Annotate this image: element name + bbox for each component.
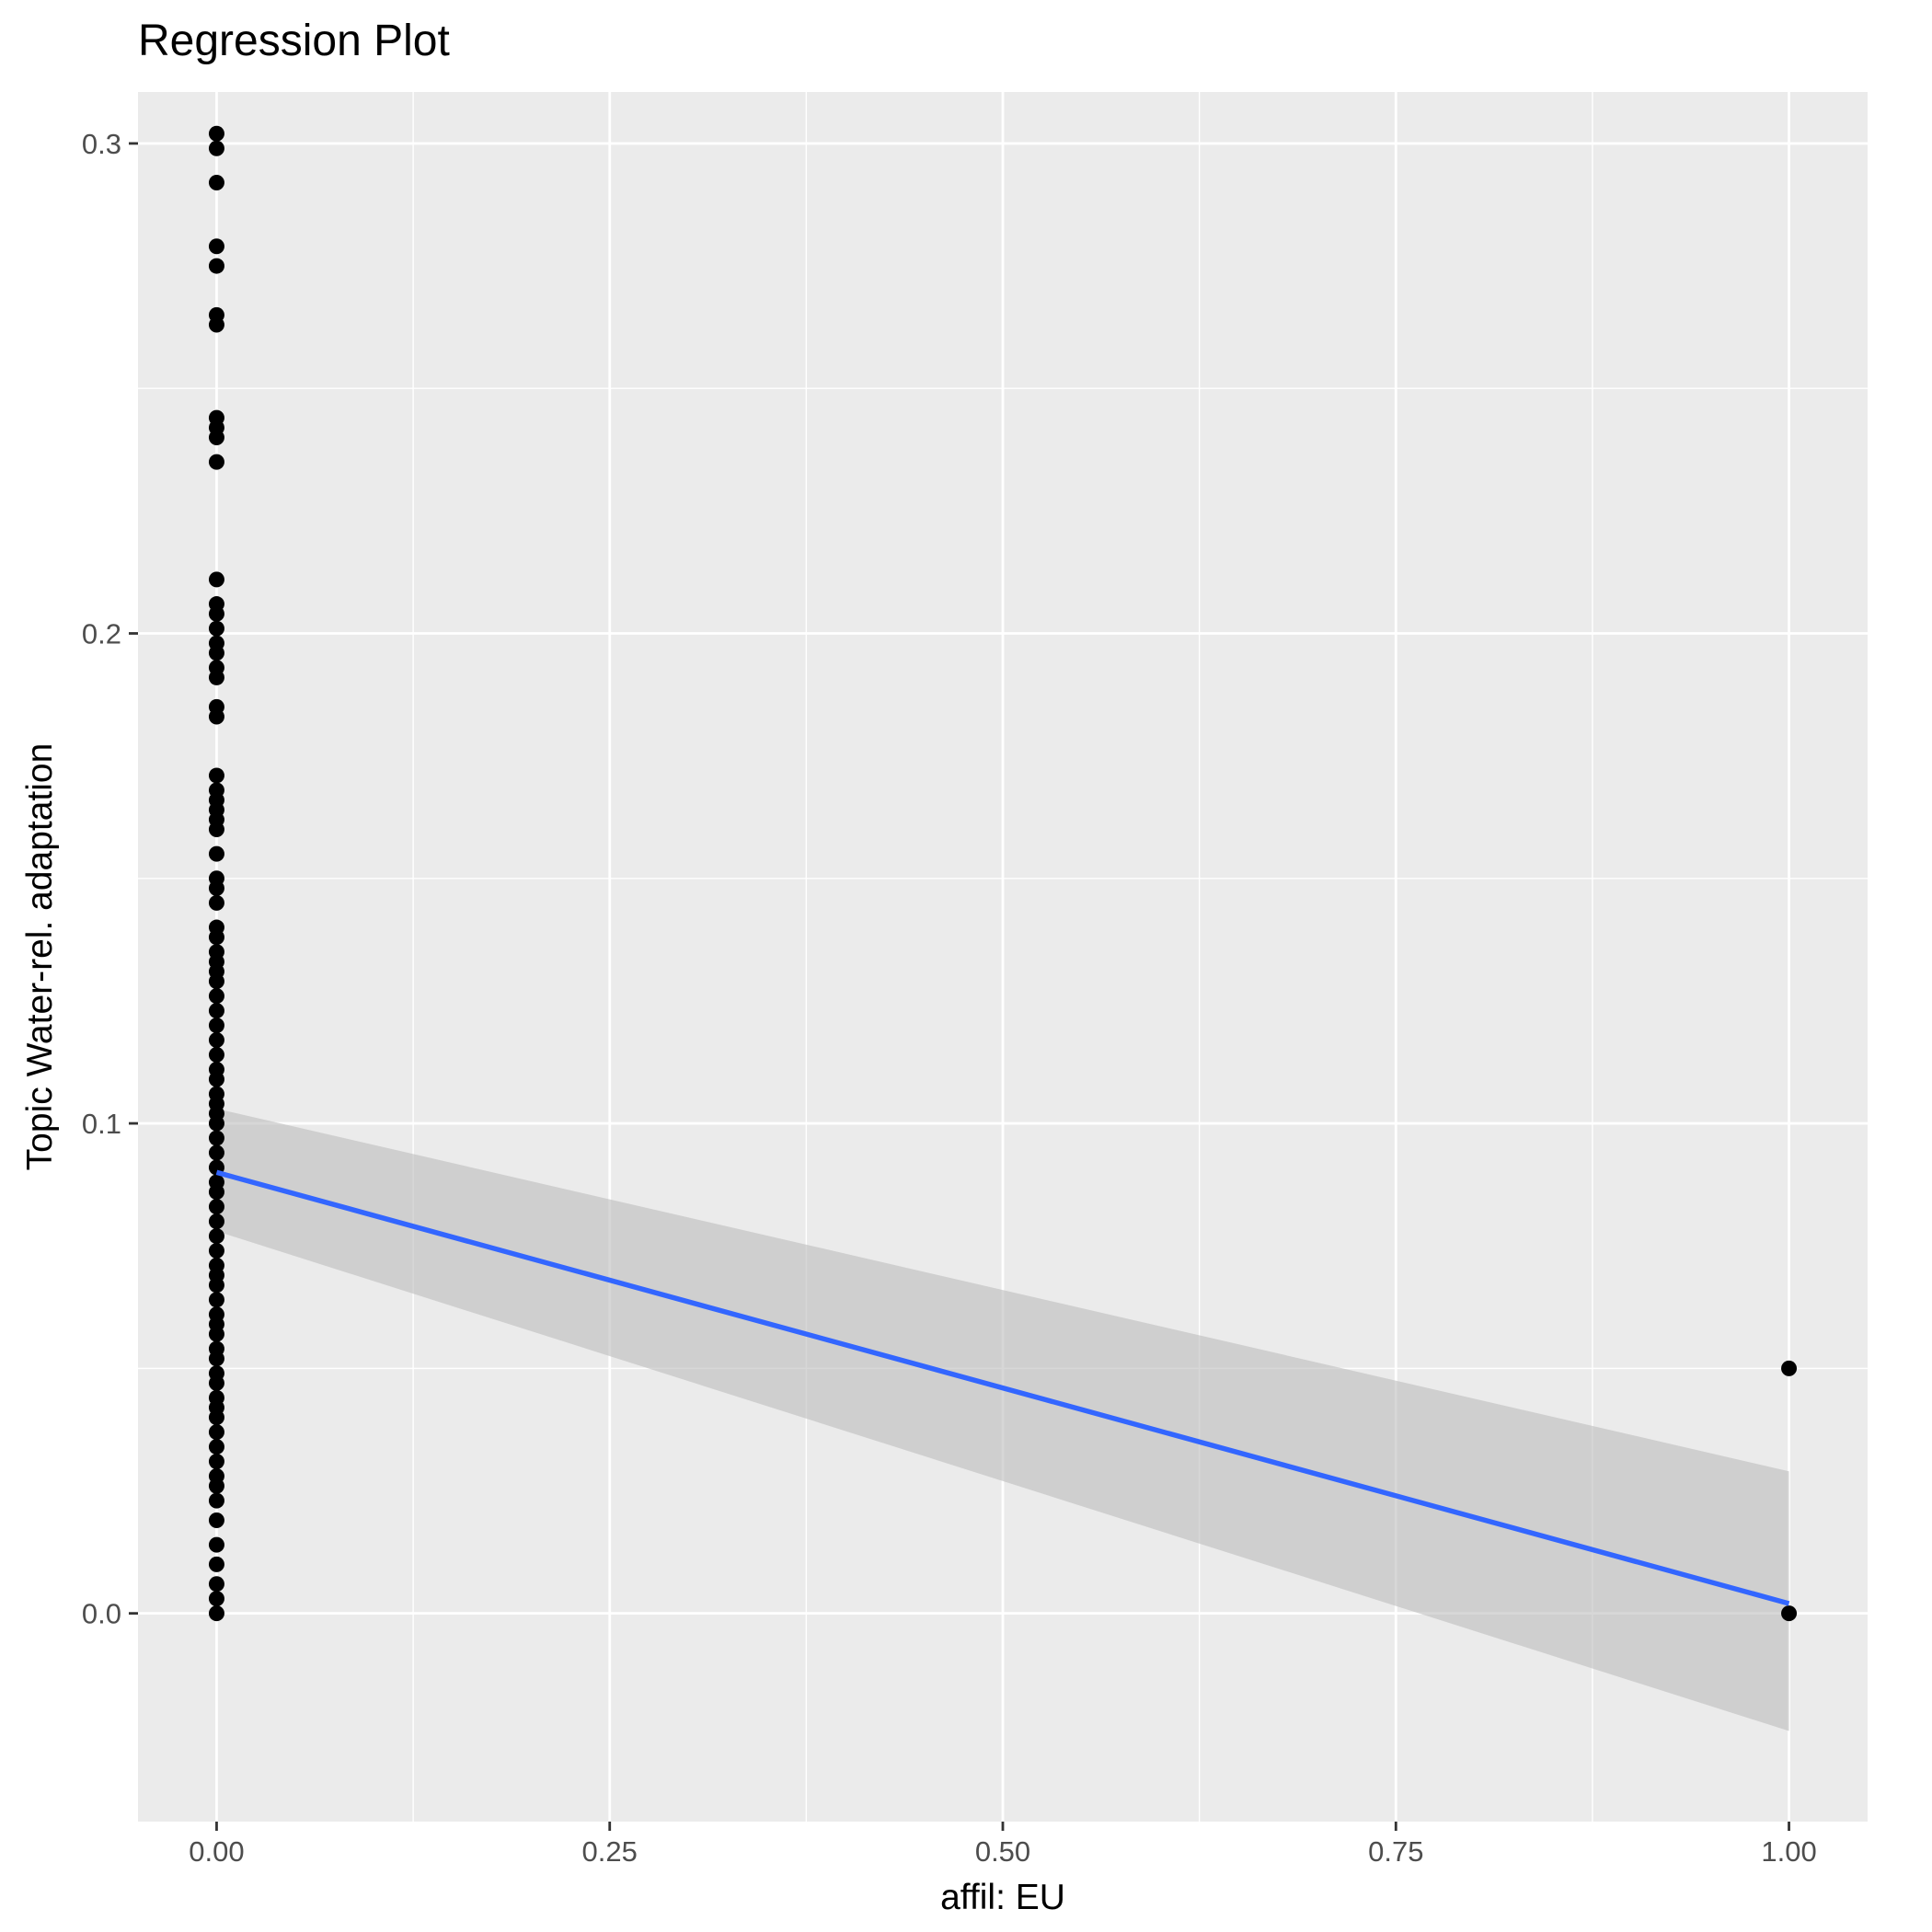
x-tick-label: 0.00	[189, 1835, 244, 1868]
data-point	[208, 1492, 224, 1509]
data-point	[208, 605, 224, 622]
x-tick-label: 0.75	[1368, 1835, 1423, 1868]
x-axis-ticks: 0.00 0.25 0.50 0.75 1.00	[189, 1822, 1817, 1868]
data-point	[208, 1326, 224, 1342]
data-point	[208, 1454, 224, 1470]
data-point	[208, 1536, 224, 1553]
data-point	[208, 1439, 224, 1455]
y-tick-label: 0.2	[82, 617, 121, 650]
data-point	[208, 1292, 224, 1308]
data-point	[208, 1424, 224, 1441]
data-point	[208, 571, 224, 588]
data-point	[208, 1512, 224, 1528]
data-point	[208, 258, 224, 274]
y-tick-label: 0.1	[82, 1108, 121, 1140]
data-point	[208, 429, 224, 445]
data-point	[208, 238, 224, 255]
data-point	[208, 1003, 224, 1019]
y-axis-title: Topic Water-rel. adaptation	[20, 743, 60, 1171]
data-point	[1781, 1605, 1798, 1622]
data-point	[1781, 1360, 1798, 1376]
x-axis-title: affil: EU	[940, 1878, 1065, 1917]
data-point	[208, 845, 224, 862]
data-point	[208, 1018, 224, 1034]
data-point	[208, 454, 224, 470]
data-point	[208, 1071, 224, 1087]
data-point	[208, 125, 224, 142]
data-point	[208, 1591, 224, 1607]
confidence-band	[216, 1109, 1789, 1731]
y-axis-ticks: 0.0 0.1 0.2 0.3	[82, 128, 138, 1630]
chart-title: Regression Plot	[138, 17, 450, 65]
data-point	[208, 1243, 224, 1259]
data-point	[208, 1576, 224, 1593]
y-tick-label: 0.3	[82, 128, 121, 160]
data-point	[208, 1374, 224, 1391]
data-point	[208, 316, 224, 333]
data-point	[208, 1351, 224, 1367]
regression-line	[215, 1169, 1790, 1606]
data-point	[208, 1047, 224, 1064]
x-tick-label: 0.50	[975, 1835, 1030, 1868]
data-point	[208, 988, 224, 1005]
data-point	[208, 1277, 224, 1294]
data-point	[208, 1144, 224, 1161]
data-point	[208, 1199, 224, 1215]
data-point	[208, 929, 224, 946]
data-point	[208, 1478, 224, 1494]
data-point	[208, 1184, 224, 1201]
data-points	[208, 125, 1798, 1622]
data-point	[208, 880, 224, 896]
data-point	[208, 140, 224, 156]
y-tick-label: 0.0	[82, 1598, 121, 1630]
data-point	[208, 1605, 224, 1622]
x-tick-label: 0.25	[582, 1835, 638, 1868]
data-point	[208, 1115, 224, 1132]
data-point	[208, 1130, 224, 1146]
data-point	[208, 1556, 224, 1572]
data-point	[208, 175, 224, 191]
data-point	[208, 669, 224, 685]
data-point	[208, 1228, 224, 1245]
data-point	[208, 620, 224, 637]
data-point	[208, 645, 224, 661]
data-point	[208, 894, 224, 911]
data-point	[208, 1409, 224, 1426]
data-point	[208, 708, 224, 725]
data-point	[208, 822, 224, 838]
x-tick-label: 1.00	[1761, 1835, 1816, 1868]
data-point	[208, 1032, 224, 1049]
data-point	[208, 767, 224, 784]
data-point	[208, 1213, 224, 1230]
data-point	[208, 973, 224, 990]
